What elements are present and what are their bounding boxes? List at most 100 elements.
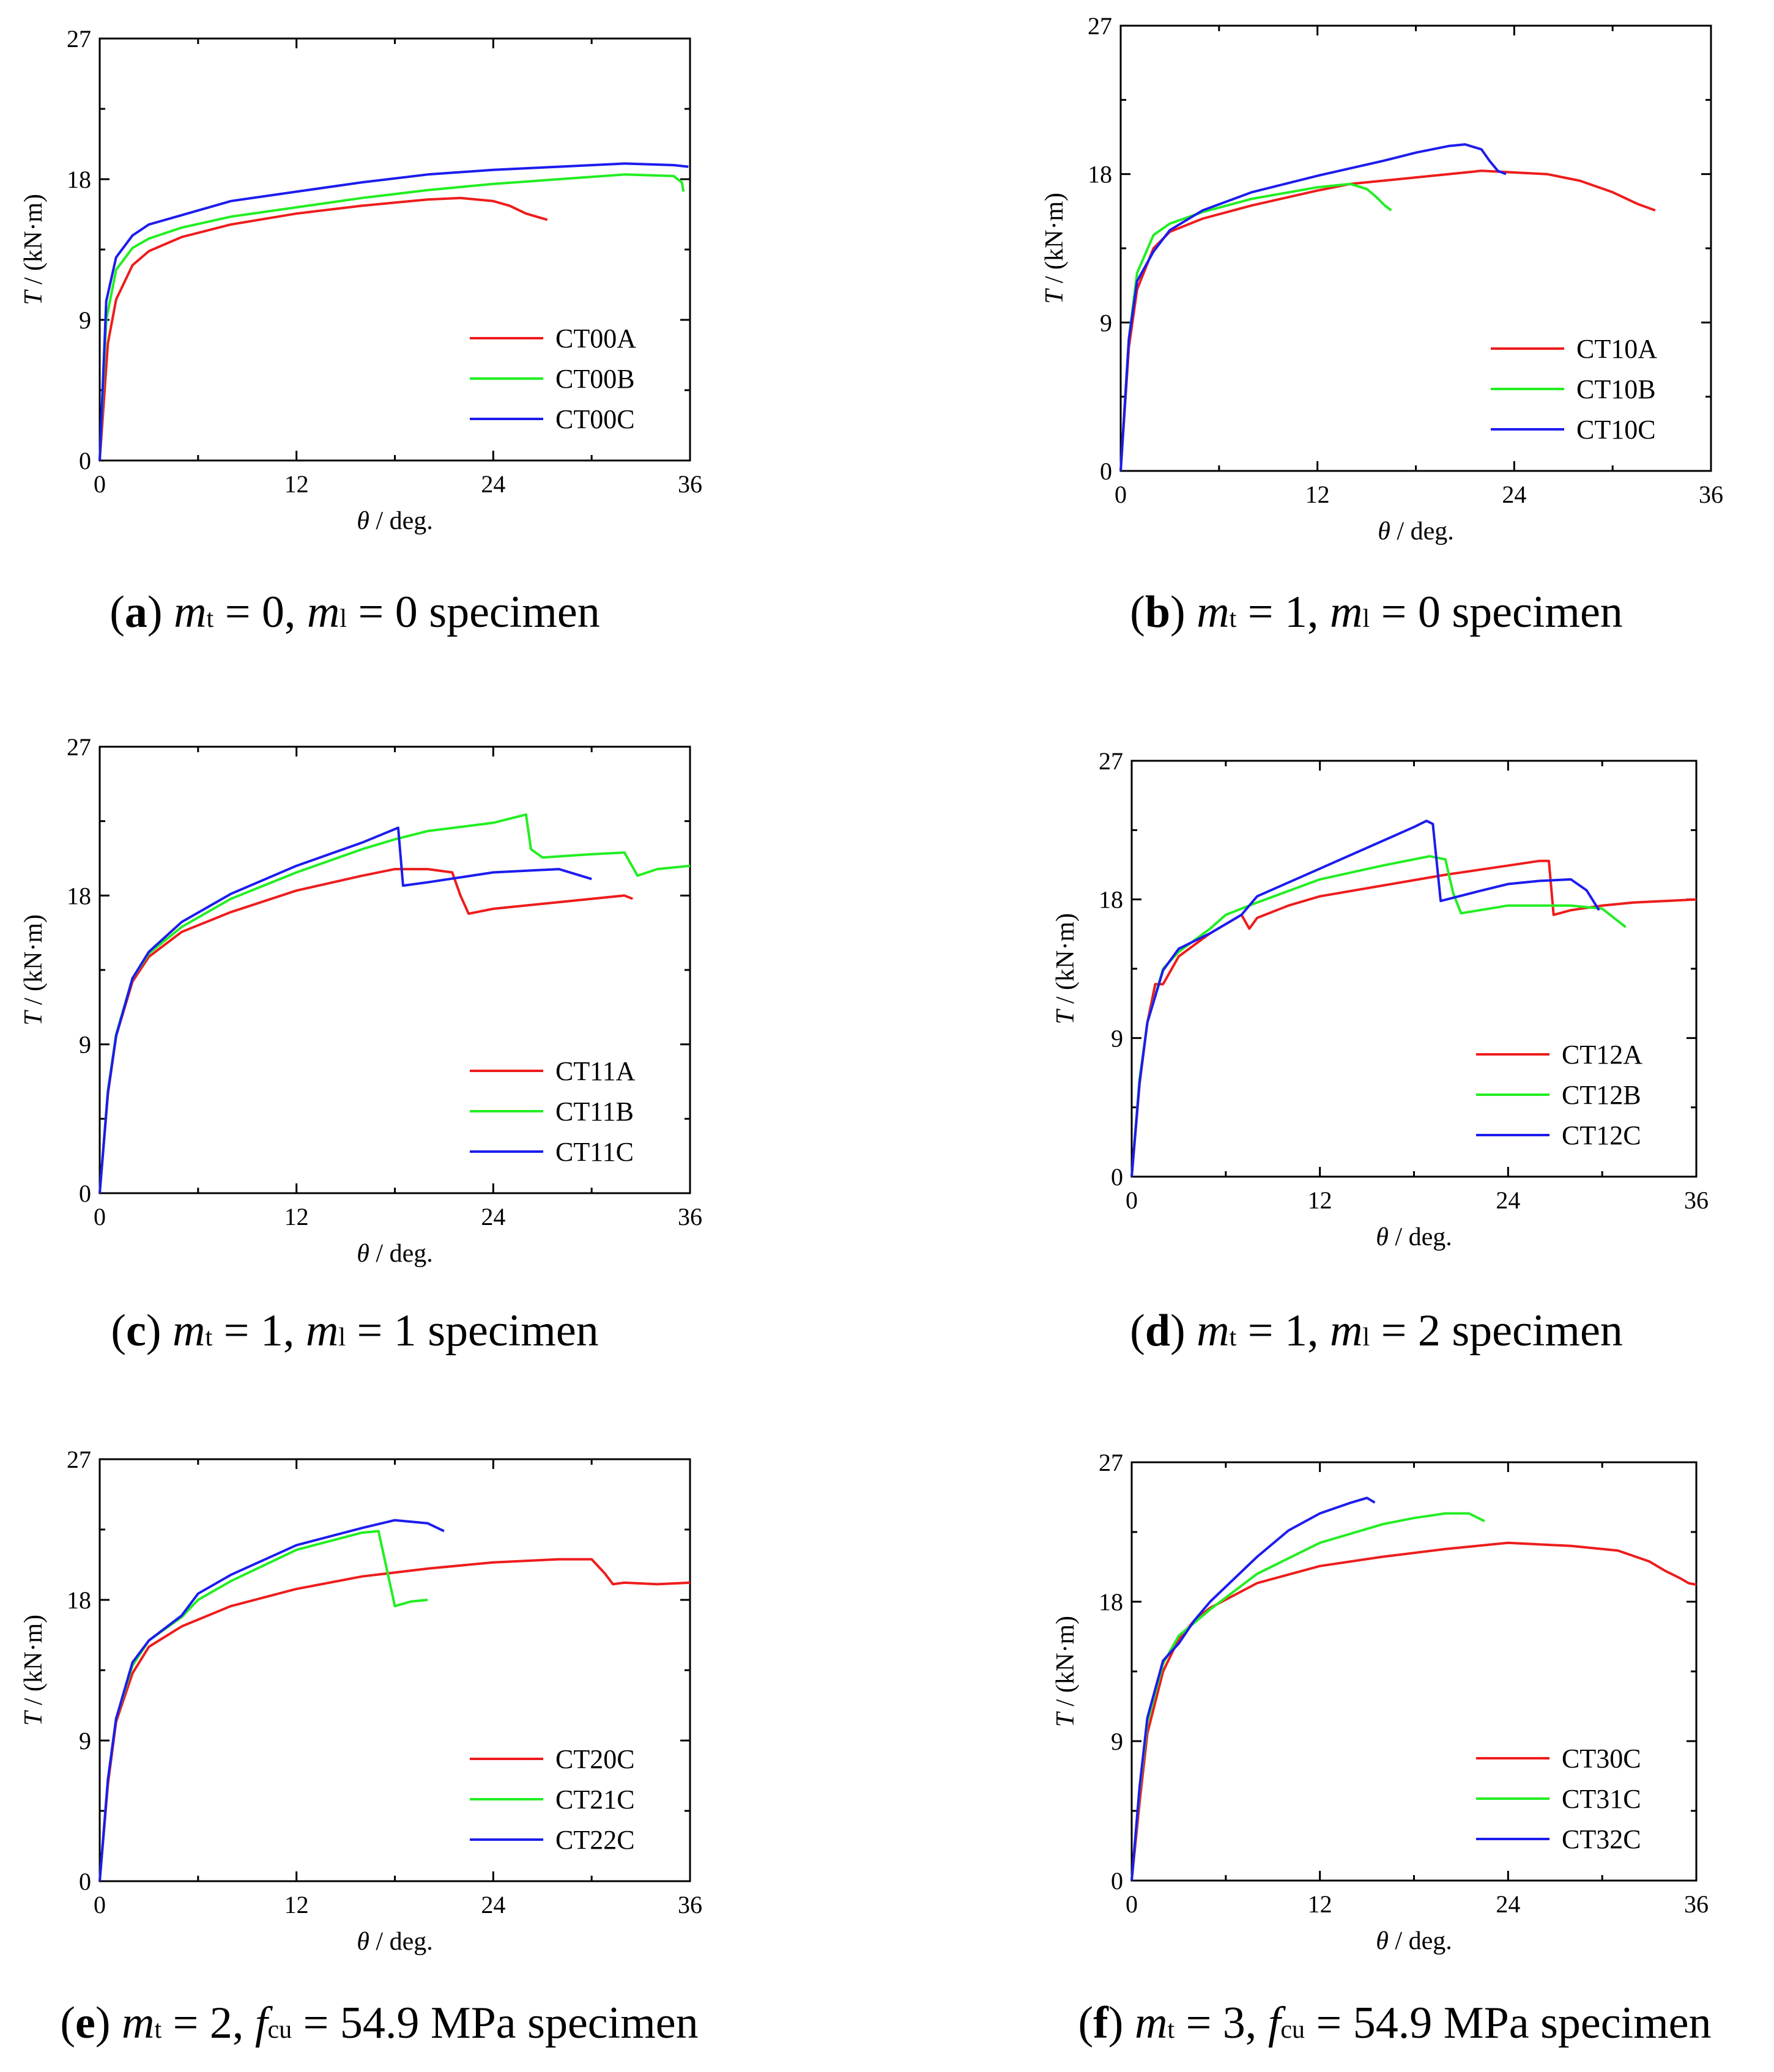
y-tick-label: 9 xyxy=(79,1727,91,1755)
panel-caption: (d) mt = 1, ml = 2 specimen xyxy=(1130,1306,1623,1356)
chart-panel-f: 0 12 24 36 0 9 18 27 θ / deg. T / (kN·m) CT30C CT31… xyxy=(1052,1449,1712,2048)
panel-caption: (b) mt = 1, ml = 0 specimen xyxy=(1130,587,1623,637)
y-tick-label: 0 xyxy=(79,1868,91,1895)
series-line-CT11A xyxy=(98,868,633,1194)
chart-panel-a: 0 12 24 36 0 9 18 27 θ / deg. T / (kN·m) CT00A CT00… xyxy=(20,25,702,637)
y-tick-label: 27 xyxy=(67,733,91,761)
x-tick-label: 0 xyxy=(1126,1890,1138,1918)
x-tick-label: 36 xyxy=(678,470,702,498)
y-tick-label: 9 xyxy=(79,306,91,334)
y-tick-label: 0 xyxy=(1111,1163,1123,1191)
y-tick-label: 9 xyxy=(1111,1728,1123,1755)
series-line-CT00A xyxy=(98,196,548,461)
series-line-CT30C xyxy=(1130,1541,1697,1881)
x-tick-label: 12 xyxy=(1308,1186,1332,1214)
x-tick-label: 24 xyxy=(481,470,505,498)
y-axis-label: T / (kN·m) xyxy=(20,914,48,1026)
x-tick-label: 24 xyxy=(481,1203,505,1230)
series-line-CT22C xyxy=(98,1519,445,1882)
legend-label: CT11B xyxy=(555,1097,634,1127)
legend-label: CT21C xyxy=(555,1785,635,1815)
legend-label: CT12A xyxy=(1562,1040,1642,1070)
legend-label: CT30C xyxy=(1562,1744,1641,1774)
legend-label: CT12B xyxy=(1562,1080,1641,1110)
legend-label: CT11A xyxy=(555,1056,636,1086)
y-tick-label: 0 xyxy=(79,447,91,475)
x-tick-label: 12 xyxy=(1305,481,1330,508)
y-tick-label: 18 xyxy=(1099,1588,1123,1616)
y-tick-label: 27 xyxy=(1088,12,1112,40)
x-tick-label: 12 xyxy=(284,1891,309,1918)
plot-frame xyxy=(1130,1461,1698,1882)
y-tick-label: 18 xyxy=(1088,161,1112,188)
y-tick-label: 9 xyxy=(1111,1024,1123,1052)
legend-label: CT31C xyxy=(1562,1784,1641,1814)
x-tick-label: 0 xyxy=(1115,481,1127,508)
x-tick-label: 24 xyxy=(1496,1186,1520,1214)
x-tick-label: 0 xyxy=(1126,1186,1138,1214)
x-axis-label: θ / deg. xyxy=(357,1928,432,1956)
series-line-CT10C xyxy=(1119,143,1507,472)
x-tick-label: 12 xyxy=(1308,1890,1332,1918)
x-tick-label: 0 xyxy=(94,1203,106,1230)
plot-frame xyxy=(98,1458,691,1882)
x-tick-label: 36 xyxy=(678,1203,702,1230)
y-axis-label: T / (kN·m) xyxy=(1052,913,1080,1024)
legend-label: CT00A xyxy=(555,324,636,353)
legend-label: CT00B xyxy=(555,364,635,394)
chart-panel-c: 0 12 24 36 0 9 18 27 θ / deg. T / (kN·m) CT11A CT11… xyxy=(20,733,702,1356)
chart-panel-e: 0 12 24 36 0 9 18 27 θ / deg. T / (kN·m) CT20C CT21… xyxy=(20,1446,702,2048)
y-tick-label: 0 xyxy=(79,1180,91,1207)
series-line-CT21C xyxy=(98,1530,428,1882)
x-axis-label: θ / deg. xyxy=(357,507,432,535)
y-tick-label: 27 xyxy=(67,25,91,53)
x-tick-label: 12 xyxy=(284,1203,309,1230)
y-tick-label: 18 xyxy=(67,882,91,909)
legend-label: CT10B xyxy=(1576,374,1656,404)
x-tick-label: 24 xyxy=(1502,481,1526,508)
series-line-CT11C xyxy=(98,826,592,1194)
x-tick-label: 36 xyxy=(1684,1890,1709,1918)
series-line-CT12A xyxy=(1130,859,1697,1177)
y-tick-label: 18 xyxy=(67,1586,91,1614)
legend-label: CT12C xyxy=(1562,1120,1641,1150)
legend-label: CT11C xyxy=(555,1137,634,1167)
plot-frame xyxy=(98,37,691,462)
x-axis-label: θ / deg. xyxy=(1376,1223,1452,1251)
y-tick-label: 9 xyxy=(79,1031,91,1059)
legend-label: CT22C xyxy=(555,1825,635,1855)
chart-panel-b: 0 12 24 36 0 9 18 27 θ / deg. T / (kN·m) CT10A CT10… xyxy=(1041,12,1723,637)
y-axis-label: T / (kN·m) xyxy=(1052,1616,1080,1727)
series-line-CT00C xyxy=(98,162,689,461)
panel-caption: (c) mt = 1, ml = 1 specimen xyxy=(111,1306,598,1356)
legend-label: CT00C xyxy=(555,404,635,434)
legend-label: CT20C xyxy=(555,1744,635,1774)
y-axis-label: T / (kN·m) xyxy=(1041,193,1069,304)
y-axis-label: T / (kN·m) xyxy=(20,1615,48,1726)
series-line-CT10B xyxy=(1119,182,1392,472)
x-tick-label: 0 xyxy=(94,1891,106,1918)
y-tick-label: 18 xyxy=(1099,886,1123,914)
panel-caption: (f) mt = 3, fcu = 54.9 MPa specimen xyxy=(1078,1998,1711,2048)
y-tick-label: 0 xyxy=(1111,1867,1123,1895)
panel-caption: (a) mt = 0, ml = 0 specimen xyxy=(109,587,599,637)
y-tick-label: 27 xyxy=(67,1446,91,1473)
y-tick-label: 27 xyxy=(1099,747,1123,775)
legend-label: CT10A xyxy=(1576,334,1657,364)
series-line-CT32C xyxy=(1130,1497,1376,1881)
x-tick-label: 36 xyxy=(1699,481,1723,508)
legend-label: CT10C xyxy=(1576,415,1656,445)
x-tick-label: 0 xyxy=(94,470,106,498)
x-tick-label: 24 xyxy=(1496,1890,1520,1918)
y-tick-label: 0 xyxy=(1100,457,1112,485)
y-tick-label: 9 xyxy=(1100,309,1112,336)
x-tick-label: 12 xyxy=(284,470,309,498)
series-line-CT12C xyxy=(1130,820,1600,1177)
x-tick-label: 36 xyxy=(1684,1186,1709,1214)
x-axis-label: θ / deg. xyxy=(1376,1927,1452,1955)
y-axis-label: T / (kN·m) xyxy=(20,194,48,305)
series-line-CT00B xyxy=(98,173,685,461)
chart-panel-d: 0 12 24 36 0 9 18 27 θ / deg. T / (kN·m) CT12A CT12… xyxy=(1052,747,1709,1356)
x-tick-label: 24 xyxy=(481,1891,505,1918)
